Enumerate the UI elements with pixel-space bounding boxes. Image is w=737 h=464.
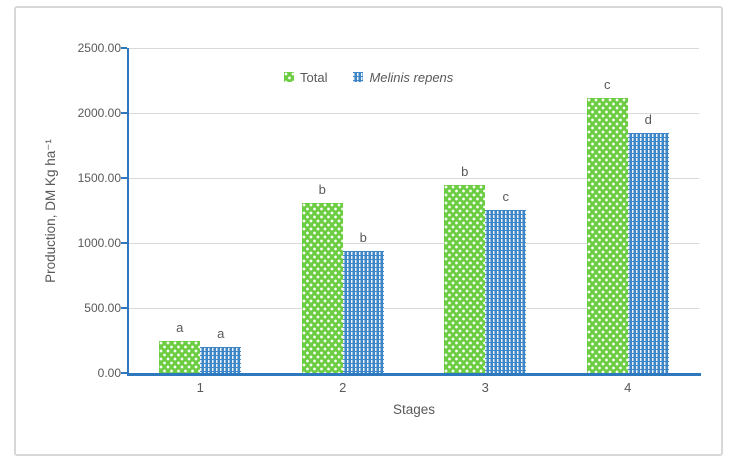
legend-item-total: Total (284, 70, 327, 85)
y-tick-mark-2500 (121, 47, 127, 49)
legend-marker-melinis-repens-icon (353, 72, 364, 82)
sig-letter-total-stage-3: b (461, 163, 469, 179)
bar-total-stage-4 (586, 98, 628, 373)
y-tick-label-2000: 2000.00 (77, 106, 121, 120)
x-axis-title: Stages (392, 402, 436, 417)
y-tick-mark-500 (121, 307, 127, 309)
legend-marker-total-icon (284, 72, 294, 82)
bar-melinis-repens-stage-3 (485, 209, 527, 373)
legend-item-melinis-repens: Melinis repens (353, 70, 453, 85)
legend: Total Melinis repens (284, 68, 453, 86)
x-tick-label-4: 4 (624, 380, 632, 395)
y-tick-label-1000: 1000.00 (77, 236, 121, 250)
gridline-1500 (129, 178, 699, 179)
sig-letter-total-stage-4: c (604, 77, 611, 93)
y-tick-mark-1000 (121, 242, 127, 244)
sig-letter-total-stage-1: a (176, 320, 184, 336)
y-tick-label-500: 500.00 (84, 301, 121, 315)
plot-area: a b b c a b c d (121, 47, 701, 376)
sig-letter-melinis-repens-stage-2: b (359, 229, 367, 245)
gridline-1000 (129, 243, 699, 244)
gridline-2500 (129, 48, 699, 49)
sig-letter-melinis-repens-stage-4: d (644, 112, 652, 128)
sig-letter-melinis-repens-stage-1: a (217, 326, 225, 341)
x-axis-line (127, 373, 701, 376)
legend-label-melinis-repens: Melinis repens (369, 69, 454, 85)
bar-total-stage-1 (159, 341, 201, 373)
bar-total-stage-3 (444, 184, 486, 373)
sig-letter-melinis-repens-stage-3: c (502, 188, 510, 204)
bar-melinis-repens-stage-2 (342, 250, 384, 373)
bar-total-stage-2 (301, 203, 343, 373)
bar-melinis-repens-stage-4 (627, 133, 669, 373)
bar-melinis-repens-stage-1 (200, 347, 242, 373)
sig-letter-total-stage-2: b (318, 182, 326, 198)
y-tick-label-2500: 2500.00 (77, 41, 121, 55)
chart-frame: Production, DM Kg ha⁻¹ 0.00 500.00 1000.00… (14, 6, 723, 456)
gridline-500 (129, 308, 699, 309)
y-tick-label-1500: 1500.00 (77, 171, 121, 185)
y-tick-mark-0 (121, 372, 127, 374)
y-tick-label-0: 0.00 (97, 366, 121, 380)
y-axis-line (127, 48, 129, 376)
x-tick-label-2: 2 (339, 380, 347, 395)
y-tick-labels: 0.00 500.00 1000.00 1500.00 2000.00 2500.00 (16, 41, 121, 380)
x-tick-label-1: 1 (196, 380, 204, 395)
y-tick-mark-1500 (121, 177, 127, 179)
x-tick-labels: 1 2 3 4 (129, 380, 699, 398)
y-tick-mark-2000 (121, 112, 127, 114)
legend-label-total: Total (300, 69, 328, 85)
x-tick-label-3: 3 (481, 380, 489, 395)
gridline-2000 (129, 113, 699, 114)
